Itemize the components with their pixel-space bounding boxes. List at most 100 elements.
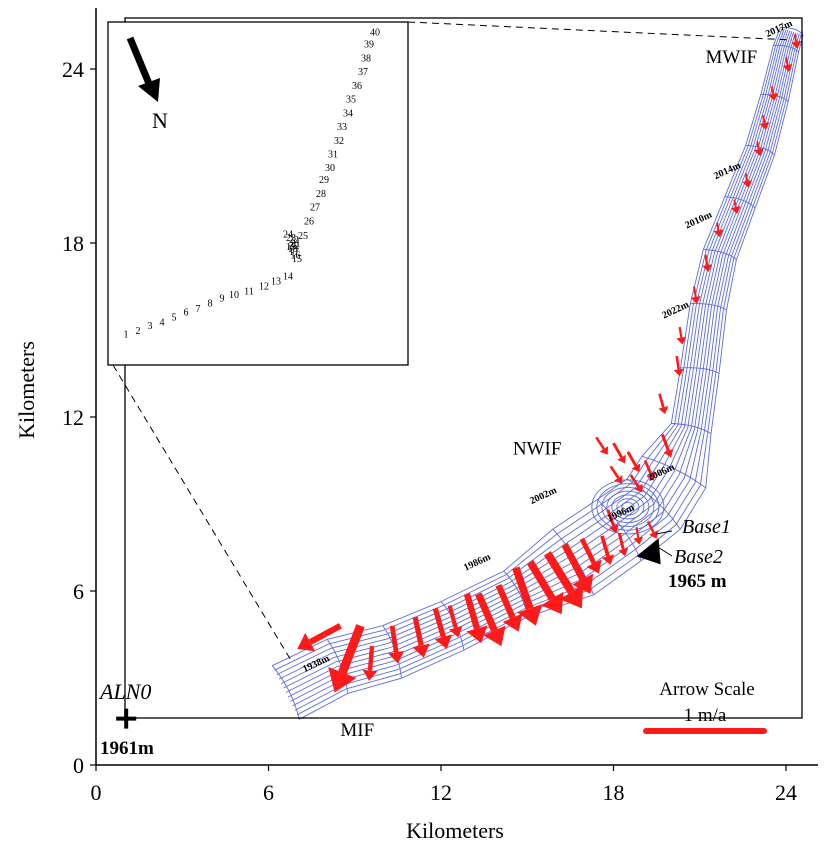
inset-point-label: 24 xyxy=(283,229,293,240)
y-ticks: 0 6 12 18 24 xyxy=(62,57,96,778)
x-tick-label: 6 xyxy=(263,780,274,805)
velocity-arrow xyxy=(660,433,674,458)
contour-ring xyxy=(611,494,645,520)
x-tick-label: 18 xyxy=(603,780,625,805)
contour-line xyxy=(724,196,756,209)
contour-line xyxy=(271,665,300,720)
inset-point-label: 35 xyxy=(346,95,356,106)
x-tick-label: 24 xyxy=(775,780,797,805)
velocity-arrow xyxy=(782,57,793,72)
velocity-arrow xyxy=(463,593,488,644)
inset-point-label: 37 xyxy=(358,67,368,78)
inset-point-label: 32 xyxy=(334,136,344,147)
inset-point-label: 11 xyxy=(244,287,254,298)
inset-point-label: 18 xyxy=(288,244,298,255)
inset-point-label: 36 xyxy=(352,81,362,92)
velocity-arrow xyxy=(432,607,452,649)
velocity-arrow xyxy=(633,527,644,545)
contour-ring xyxy=(591,479,665,535)
velocity-arrow xyxy=(297,623,342,652)
axes xyxy=(95,8,818,766)
inset-point-label: 28 xyxy=(316,189,326,200)
region-labels: MWIF NWIF MIF xyxy=(340,47,757,741)
inset-point-label: 39 xyxy=(364,40,374,51)
x-tick-label: 0 xyxy=(91,780,102,805)
contour-line xyxy=(703,249,737,260)
inset-point-label: 15 xyxy=(292,254,302,265)
velocity-arrow xyxy=(690,286,701,304)
region-label-mif: MIF xyxy=(340,720,374,741)
y-tick-label: 12 xyxy=(62,405,84,430)
contour-label: 1986m xyxy=(462,551,493,573)
inset-point-label: 7 xyxy=(196,304,201,315)
velocity-arrow xyxy=(362,645,378,681)
velocity-arrow xyxy=(495,583,523,632)
contour-line xyxy=(326,639,349,694)
y-tick-label: 6 xyxy=(73,579,84,604)
y-tick-label: 18 xyxy=(62,231,84,256)
base-elevation-label: 1965 m xyxy=(668,571,727,592)
contour-ring xyxy=(601,486,655,527)
inset-point-label: 21 xyxy=(291,239,301,250)
contour-label: 2010m xyxy=(684,209,715,231)
base1-leader xyxy=(655,530,673,535)
contour-line xyxy=(745,144,775,156)
velocity-arrow xyxy=(526,560,564,615)
velocity-arrow xyxy=(646,520,658,539)
inset-point-label: 1 xyxy=(124,330,129,341)
velocity-arrow xyxy=(643,459,656,481)
inset-point-label: 10 xyxy=(229,290,239,301)
velocity-arrow xyxy=(561,542,594,594)
inset-connector-bottom xyxy=(112,364,293,663)
velocity-arrow xyxy=(612,442,626,464)
inset-connector-top xyxy=(407,21,793,41)
velocity-arrow xyxy=(742,173,753,188)
station-elevation-label: 1961m xyxy=(100,738,154,759)
velocity-arrow xyxy=(388,625,405,664)
station-label: ALN0 xyxy=(98,679,151,704)
contour-line xyxy=(296,34,802,716)
velocity-arrow xyxy=(702,254,713,272)
velocity-arrow xyxy=(626,451,641,473)
contour-line xyxy=(773,44,799,53)
contour-line xyxy=(641,455,706,489)
velocity-arrow xyxy=(447,604,463,638)
contour-ring xyxy=(616,498,640,516)
contour-line xyxy=(626,478,681,530)
base2-leader xyxy=(655,545,673,557)
north-label: N xyxy=(152,108,168,133)
inset-point-label: 19 xyxy=(286,242,296,253)
station-cross-icon xyxy=(116,708,137,729)
contour-label: 2002m xyxy=(528,485,559,507)
inset-point-label: 8 xyxy=(208,299,213,310)
region-label-nwif: NWIF xyxy=(513,439,562,460)
inset-point-label: 40 xyxy=(370,28,380,39)
velocity-arrow xyxy=(759,115,770,130)
velocity-arrow xyxy=(579,537,602,574)
contour-line xyxy=(299,34,804,720)
inset-point-label: 26 xyxy=(304,216,314,227)
velocity-arrow xyxy=(412,616,430,658)
velocity-arrow xyxy=(673,355,684,377)
arrow-scale-value: 1 m/a xyxy=(684,705,727,726)
inset-point-label: 23 xyxy=(286,233,296,244)
inset-point-label: 16 xyxy=(291,251,301,262)
velocity-arrow xyxy=(768,86,779,101)
contour-label: 2022m xyxy=(661,299,692,321)
velocity-arrow xyxy=(512,566,543,626)
region-label-mwif: MWIF xyxy=(706,47,758,68)
inset-point-label: 14 xyxy=(283,271,293,282)
velocity-arrow xyxy=(617,532,629,557)
velocity-arrow xyxy=(595,436,609,455)
velocity-arrow xyxy=(713,222,724,238)
velocity-arrow xyxy=(658,393,669,415)
velocity-arrow xyxy=(676,326,687,345)
inset-point-label: 6 xyxy=(184,307,189,318)
velocity-arrow xyxy=(328,624,365,693)
north-arrow-icon xyxy=(126,36,160,102)
inset-point-label: 17 xyxy=(289,247,299,258)
inset-point-label: 38 xyxy=(361,53,371,64)
inset-point-label: 33 xyxy=(337,122,347,133)
